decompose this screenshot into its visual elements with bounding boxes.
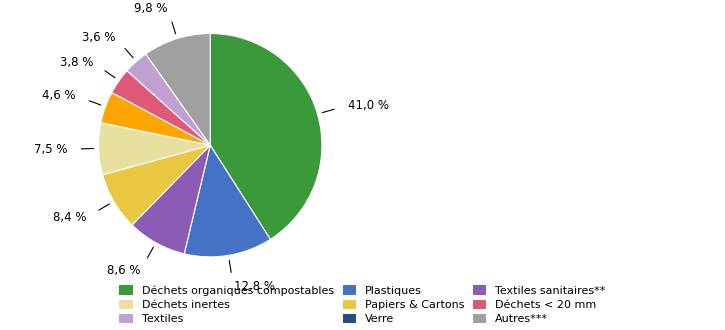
Text: 12,8 %: 12,8 % (233, 280, 275, 293)
Text: 3,6 %: 3,6 % (82, 31, 116, 45)
Wedge shape (132, 145, 210, 254)
Wedge shape (184, 145, 270, 257)
Text: 8,6 %: 8,6 % (107, 264, 141, 277)
Text: 41,0 %: 41,0 % (347, 99, 389, 112)
Text: 7,5 %: 7,5 % (34, 143, 67, 156)
Text: 8,4 %: 8,4 % (53, 211, 87, 224)
Wedge shape (99, 123, 210, 175)
Wedge shape (102, 145, 210, 225)
Wedge shape (210, 34, 322, 239)
Wedge shape (127, 54, 210, 145)
Text: 4,6 %: 4,6 % (43, 89, 76, 102)
Wedge shape (101, 92, 210, 145)
Wedge shape (146, 34, 210, 145)
Text: 3,8 %: 3,8 % (60, 56, 94, 69)
Wedge shape (112, 71, 210, 145)
Legend: Déchets organiques compostables, Déchets inertes, Textiles, Plastiques, Papiers : Déchets organiques compostables, Déchets… (120, 285, 605, 324)
Text: 9,8 %: 9,8 % (134, 2, 167, 15)
